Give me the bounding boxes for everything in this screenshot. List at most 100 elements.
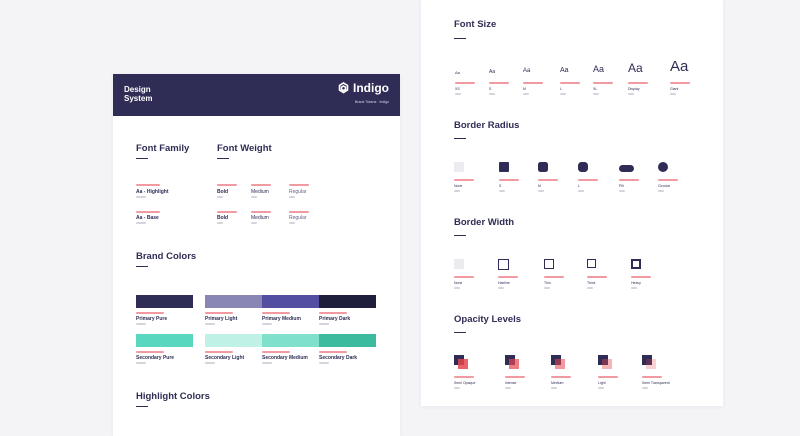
- opacity-label: Semi Opaque: [454, 381, 476, 385]
- weight-bold: Bold: [217, 189, 229, 195]
- token-label: [136, 312, 164, 314]
- font-size-label: XL: [593, 87, 598, 91]
- opacity-intense-swatch: [505, 355, 520, 370]
- token-value: [289, 222, 295, 224]
- section-underline: [454, 138, 466, 139]
- token-value: [217, 222, 223, 224]
- token-label: [205, 351, 233, 353]
- primary-light-label: Primary Light: [205, 316, 238, 322]
- token-value: [136, 196, 146, 198]
- brand-colors-title: Brand Colors: [136, 251, 197, 262]
- swatch-secondary-pure: [136, 334, 193, 347]
- token-label: [593, 82, 613, 84]
- opacity-label: Medium: [551, 381, 564, 385]
- weight-medium: Medium: [251, 189, 269, 195]
- font-family-base: Aa - Base: [136, 215, 159, 221]
- token-value: [593, 93, 599, 95]
- token-value: [670, 93, 676, 95]
- section-underline: [217, 158, 229, 159]
- token-value: [544, 287, 550, 289]
- font-size-sample: Aa: [523, 68, 531, 74]
- font-size-label: XS: [455, 87, 460, 91]
- token-label: [251, 184, 271, 186]
- font-weight-title: Font Weight: [217, 143, 272, 154]
- token-value: [631, 287, 637, 289]
- token-value: [217, 196, 223, 198]
- opacity-semi-transparent-swatch: [642, 355, 657, 370]
- token-value: [136, 362, 146, 364]
- swatch-secondary-medium: [262, 334, 319, 347]
- swatch-primary-medium: [262, 295, 319, 308]
- tokens-card: Font Size Aa Aa Aa Aa Aa Aa Aa XS S M L …: [421, 0, 723, 406]
- font-size-title: Font Size: [454, 19, 497, 30]
- token-value: [598, 387, 604, 389]
- font-size-sample: Aa: [455, 70, 460, 75]
- radius-circular-shape: [658, 162, 668, 172]
- token-value: [587, 287, 593, 289]
- font-size-label: S: [489, 87, 492, 91]
- token-value: [642, 387, 648, 389]
- secondary-dark-label: Secondary Dark: [319, 355, 358, 361]
- width-label: Hairline: [498, 281, 510, 285]
- section-underline: [136, 406, 148, 407]
- font-size-label: M: [523, 87, 526, 91]
- design-system-card: Design System Indigo Brand Tokens · Indi…: [113, 74, 400, 436]
- brand-subtitle: Brand Tokens · Indigo: [355, 100, 389, 104]
- section-underline: [454, 235, 466, 236]
- weight-bold: Bold: [217, 215, 229, 221]
- font-size-sample: Aa: [593, 64, 605, 74]
- token-value: [489, 93, 495, 95]
- swatch-primary-pure: [136, 295, 193, 308]
- width-heavy-shape: [631, 259, 641, 269]
- token-value: [505, 387, 511, 389]
- token-label: [578, 179, 598, 181]
- weight-medium: Medium: [251, 215, 269, 221]
- opacity-label: Semi Transparent: [642, 381, 670, 385]
- brand-name: Indigo: [353, 81, 389, 95]
- token-value: [136, 323, 146, 325]
- width-label: None: [454, 281, 463, 285]
- weight-regular: Regular: [289, 189, 307, 195]
- swatch-primary-dark: [319, 295, 376, 308]
- width-label: Heavy: [631, 281, 641, 285]
- token-label: [289, 184, 309, 186]
- token-label: [136, 351, 164, 353]
- token-value: [136, 222, 146, 224]
- token-label: [670, 82, 690, 84]
- token-value: [619, 190, 625, 192]
- token-label: [136, 184, 160, 186]
- token-label: [538, 179, 558, 181]
- opacity-semi-opaque-swatch: [454, 355, 469, 370]
- token-value: [205, 323, 215, 325]
- font-size-label: Display: [628, 87, 640, 91]
- token-value: [499, 190, 505, 192]
- token-value: [498, 287, 504, 289]
- token-value: [319, 362, 329, 364]
- swatch-secondary-dark: [319, 334, 376, 347]
- token-value: [251, 196, 257, 198]
- weight-regular: Regular: [289, 215, 307, 221]
- font-size-label: L: [560, 87, 562, 91]
- token-label: [251, 211, 271, 213]
- radius-label: Circular: [658, 184, 671, 188]
- header-bar: Design System Indigo Brand Tokens · Indi…: [113, 74, 400, 116]
- token-label: [454, 376, 474, 378]
- width-hairline-shape: [498, 259, 509, 270]
- radius-label: S: [499, 184, 502, 188]
- token-value: [523, 93, 529, 95]
- token-value: [262, 362, 272, 364]
- font-family-title: Font Family: [136, 143, 190, 154]
- token-label: [551, 376, 571, 378]
- token-label: [205, 312, 233, 314]
- font-size-sample: Aa: [670, 58, 689, 75]
- width-none-shape: [454, 259, 464, 269]
- radius-label: M: [538, 184, 541, 188]
- secondary-light-label: Secondary Light: [205, 355, 245, 361]
- radius-l-shape: [578, 162, 588, 172]
- opacity-medium-swatch: [551, 355, 566, 370]
- swatch-secondary-light: [205, 334, 262, 347]
- token-label: [498, 276, 518, 278]
- section-underline: [136, 158, 148, 159]
- radius-label: Pill: [619, 184, 624, 188]
- token-label: [631, 276, 651, 278]
